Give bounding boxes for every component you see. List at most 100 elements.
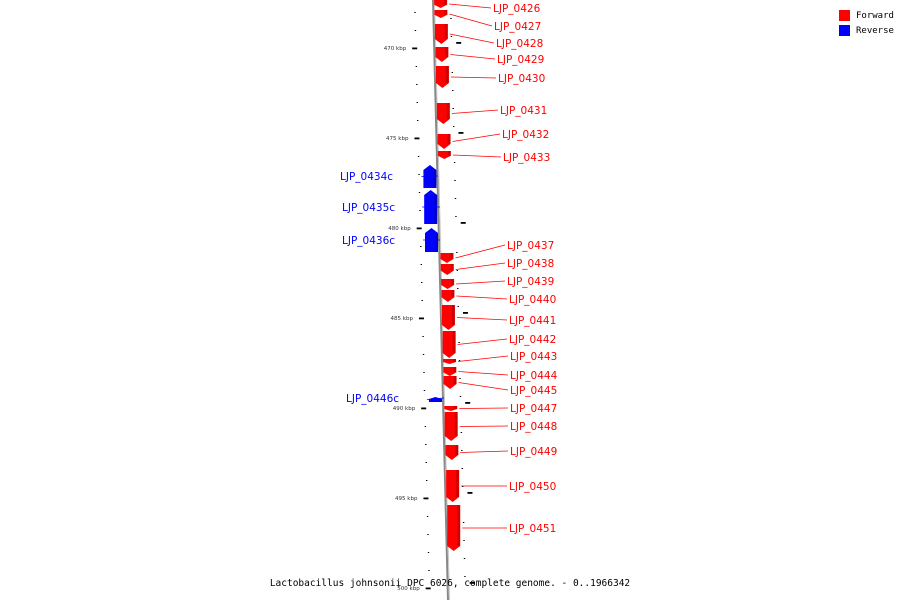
gene-ljp_0429[interactable]: LJP_0429	[435, 47, 544, 66]
gene-arrow[interactable]	[446, 470, 460, 502]
gene-ljp_0436c[interactable]: LJP_0436c	[342, 228, 440, 252]
gene-arrow[interactable]	[443, 359, 457, 364]
gene-arrow[interactable]	[444, 406, 458, 411]
gene-arrow[interactable]	[443, 376, 457, 389]
gene-label[interactable]: LJP_0441	[509, 315, 556, 327]
gene-arrow[interactable]	[436, 103, 450, 124]
gene-ljp_0447[interactable]: LJP_0447	[444, 403, 557, 415]
gene-arrow[interactable]	[437, 151, 451, 159]
minor-tick-right	[461, 468, 463, 469]
gene-arrow[interactable]	[434, 10, 448, 18]
gene-label[interactable]: LJP_0427	[494, 21, 541, 33]
gene-arrow[interactable]	[437, 134, 451, 149]
minor-tick-right	[456, 270, 458, 271]
gene-ljp_0437[interactable]: LJP_0437	[440, 240, 554, 263]
gene-arrow[interactable]	[440, 253, 454, 263]
gene-ljp_0442[interactable]: LJP_0442	[442, 331, 557, 358]
gene-label[interactable]: LJP_0437	[507, 240, 554, 252]
minor-tick-right	[464, 576, 466, 577]
minor-tick-left	[421, 282, 423, 283]
gene-ljp_0428[interactable]: LJP_0428	[434, 24, 543, 50]
gene-ljp_0427[interactable]: LJP_0427	[434, 10, 541, 33]
gene-label[interactable]: LJP_0449	[510, 446, 557, 458]
gene-label[interactable]: LJP_0433	[503, 152, 550, 164]
gene-label[interactable]: LJP_0447	[510, 403, 557, 415]
gene-arrow[interactable]	[435, 66, 449, 88]
gene-shade	[438, 399, 442, 402]
gene-label[interactable]: LJP_0446c	[346, 393, 399, 405]
gene-arrow[interactable]	[442, 331, 456, 358]
major-tick	[412, 47, 418, 50]
gene-label[interactable]: LJP_0440	[509, 294, 556, 306]
gene-arrow[interactable]	[441, 305, 455, 330]
gene-arrow[interactable]	[435, 47, 449, 62]
gene-label[interactable]: LJP_0438	[507, 258, 554, 270]
gene-shade	[451, 305, 455, 325]
gene-label[interactable]: LJP_0431	[500, 105, 547, 117]
minor-tick-left	[420, 246, 422, 247]
major-tick-right	[456, 42, 462, 44]
gene-ljp_0434c[interactable]: LJP_0434c	[340, 165, 439, 188]
gene-leader-line	[449, 3, 492, 9]
scale-label: 485 kbp	[391, 316, 414, 322]
gene-ljp_0448[interactable]: LJP_0448	[444, 412, 558, 441]
gene-label[interactable]: LJP_0448	[510, 421, 557, 433]
gene-ljp_0438[interactable]: LJP_0438	[440, 258, 555, 275]
major-tick	[418, 317, 424, 320]
gene-arrow[interactable]	[441, 279, 455, 289]
gene-label[interactable]: LJP_0434c	[340, 171, 393, 183]
gene-ljp_0426[interactable]: LJP_0426	[434, 0, 541, 15]
gene-leader-line	[458, 382, 509, 391]
gene-shade	[433, 170, 437, 188]
gene-label[interactable]: LJP_0439	[507, 276, 554, 288]
gene-label[interactable]: LJP_0436c	[342, 235, 395, 247]
gene-label[interactable]: LJP_0430	[498, 73, 545, 85]
gene-label[interactable]: LJP_0428	[496, 38, 543, 50]
gene-label[interactable]: LJP_0450	[509, 481, 556, 493]
minor-tick-left	[425, 444, 427, 445]
gene-ljp_0430[interactable]: LJP_0430	[435, 66, 545, 88]
gene-label[interactable]: LJP_0435c	[342, 202, 395, 214]
gene-ljp_0435c[interactable]: LJP_0435c	[342, 190, 440, 224]
gene-shade	[435, 233, 438, 252]
gene-ljp_0439[interactable]: LJP_0439	[441, 276, 554, 289]
gene-label[interactable]: LJP_0442	[509, 334, 556, 346]
gene-arrow[interactable]	[444, 412, 458, 441]
gene-ljp_0449[interactable]: LJP_0449	[445, 445, 557, 460]
gene-leader-line	[421, 175, 439, 177]
minor-tick-right	[462, 486, 464, 487]
gene-ljp_0451[interactable]: LJP_0451	[447, 505, 556, 551]
gene-arrow[interactable]	[440, 264, 454, 275]
gene-leader-line	[457, 338, 508, 345]
gene-ljp_0440[interactable]: LJP_0440	[441, 290, 556, 306]
gene-arrow[interactable]	[434, 0, 448, 8]
gene-label[interactable]: LJP_0445	[510, 385, 557, 397]
legend-label-reverse: Reverse	[856, 25, 894, 36]
gene-label[interactable]: LJP_0432	[502, 129, 549, 141]
gene-arrow[interactable]	[441, 290, 455, 302]
gene-ljp_0446c[interactable]: LJP_0446c	[346, 393, 445, 405]
gene-label[interactable]: LJP_0444	[510, 370, 558, 382]
gene-ljp_0445[interactable]: LJP_0445	[443, 376, 558, 397]
gene-ljp_0443[interactable]: LJP_0443	[443, 351, 557, 364]
gene-ljp_0431[interactable]: LJP_0431	[436, 103, 547, 124]
gene-leader-line	[455, 262, 506, 270]
gene-label[interactable]: LJP_0429	[497, 54, 544, 66]
gene-label[interactable]: LJP_0451	[509, 523, 556, 535]
gene-arrow[interactable]	[447, 505, 461, 551]
minor-tick-right	[453, 162, 456, 163]
gene-ljp_0441[interactable]: LJP_0441	[441, 305, 556, 330]
gene-label[interactable]: LJP_0426	[493, 3, 541, 15]
gene-ljp_0432[interactable]: LJP_0432	[437, 129, 550, 149]
gene-shade	[450, 253, 454, 259]
gene-arrow[interactable]	[443, 367, 457, 376]
gene-label[interactable]: LJP_0443	[510, 351, 557, 363]
scale-label: 480 kbp	[388, 226, 411, 232]
gene-ljp_0444[interactable]: LJP_0444	[443, 367, 558, 382]
gene-arrow[interactable]	[434, 24, 448, 44]
gene-ljp_0450[interactable]: LJP_0450	[446, 470, 556, 502]
gene-ljp_0433[interactable]: LJP_0433	[437, 151, 550, 164]
gene-arrow[interactable]	[445, 445, 459, 460]
gene-shade	[454, 412, 458, 436]
genome-backbone	[432, 0, 449, 600]
